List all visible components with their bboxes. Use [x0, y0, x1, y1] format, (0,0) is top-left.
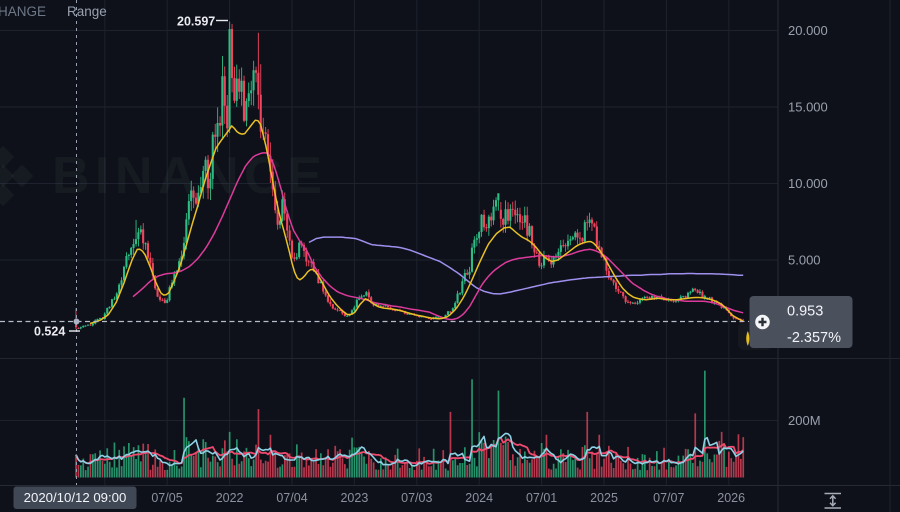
svg-text:HANGE: HANGE	[0, 4, 46, 19]
svg-text:10.000: 10.000	[788, 176, 828, 191]
svg-text:20.000: 20.000	[788, 23, 828, 38]
svg-text:20.597: 20.597	[177, 15, 215, 29]
svg-text:07/01: 07/01	[526, 491, 557, 505]
svg-text:2022: 2022	[216, 491, 244, 505]
svg-text:07/07: 07/07	[653, 491, 684, 505]
svg-text:2025: 2025	[590, 491, 618, 505]
svg-text:2024: 2024	[465, 491, 493, 505]
svg-text:15.000: 15.000	[788, 100, 828, 115]
svg-text:BINANCE: BINANCE	[52, 147, 327, 205]
svg-text:2026: 2026	[717, 491, 745, 505]
svg-text:2023: 2023	[340, 491, 368, 505]
svg-text:0.953: 0.953	[787, 304, 823, 320]
svg-text:07/03: 07/03	[401, 491, 432, 505]
svg-text:0.524: 0.524	[34, 325, 65, 339]
svg-text:-2.357%: -2.357%	[787, 330, 841, 346]
svg-text:200M: 200M	[788, 413, 821, 428]
svg-text:07/04: 07/04	[276, 491, 307, 505]
svg-text:Range: Range	[67, 4, 107, 19]
svg-text:5.000: 5.000	[788, 253, 821, 268]
svg-text:2020/10/12 09:00: 2020/10/12 09:00	[24, 490, 127, 505]
svg-text:07/05: 07/05	[151, 491, 182, 505]
